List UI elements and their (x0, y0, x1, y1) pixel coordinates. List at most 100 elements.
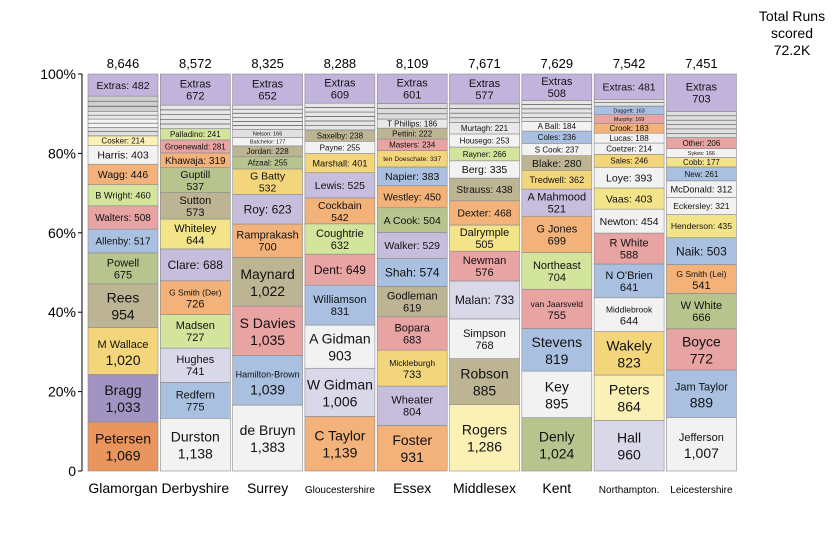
segment-label: Strauss: 438 (456, 185, 513, 196)
bar-segment (593, 297, 665, 332)
segment-value-label: 683 (403, 334, 421, 346)
segment-name-label: Boyce (682, 333, 721, 349)
bar-segment (160, 104, 231, 130)
segment-label: Malan: 733 (455, 293, 515, 307)
bar-segment (593, 420, 665, 472)
segment-name-label: Extras (469, 78, 501, 90)
bar-segment (376, 385, 448, 426)
segment-label: Sykes: 166 (688, 151, 715, 157)
bar-segment (232, 223, 303, 258)
column-total-label: 8,646 (107, 56, 140, 71)
segment-value-label: 768 (475, 340, 493, 352)
segment-value-label: 1,138 (178, 446, 213, 462)
segment-name-label: Whiteley (174, 223, 217, 235)
bar-segment (376, 232, 448, 259)
bar-segment (521, 328, 593, 372)
segment-name-label: Jam Taylor (675, 382, 728, 394)
bar-segment (160, 192, 231, 220)
segment-label: Cosker: 214 (101, 137, 145, 146)
segment-label: Murphy: 169 (614, 117, 645, 123)
bar-segment (87, 421, 159, 472)
segment-label: Westley: 450 (383, 192, 441, 203)
bar-segment (304, 223, 376, 255)
segment-value-label: 755 (548, 310, 566, 322)
segment-value-label: 889 (690, 395, 714, 411)
bar-segment (521, 215, 593, 253)
bar-segment (304, 73, 376, 104)
y-tick-label: 20% (48, 384, 76, 400)
bar-segment (304, 253, 376, 286)
segment-value-label: 1,006 (322, 393, 357, 409)
category-label: Glamorgan (88, 480, 157, 496)
segment-value-label: 703 (692, 94, 710, 106)
segment-label: B Wright: 460 (95, 191, 151, 201)
bar-segment (449, 358, 520, 405)
segment-value-label: 573 (186, 207, 204, 219)
segment-name-label: Denly (539, 428, 575, 444)
segment-name-label: Ramprakash (236, 230, 298, 242)
segment-name-label: Extras (397, 78, 429, 90)
segment-label: Newton: 454 (600, 216, 659, 228)
bar-segment (666, 264, 737, 294)
segment-value-label: 1,033 (105, 399, 140, 415)
segment-label: Masters: 234 (389, 141, 436, 150)
segment-label: T Phillips: 186 (387, 119, 438, 128)
segment-label: Rayner: 266 (463, 150, 507, 159)
segment-label: Clare: 688 (168, 258, 224, 272)
bar-segment (232, 73, 303, 106)
segment-label: Coles: 236 (538, 133, 577, 142)
segment-value-label: 537 (187, 181, 205, 193)
segment-name-label: de Bruyn (240, 422, 296, 438)
segment-value-label: 831 (331, 306, 349, 318)
segment-label: McDonald: 312 (671, 184, 733, 194)
segment-label: Murtagh: 221 (461, 124, 509, 133)
segment-name-label: Northeast (533, 260, 581, 272)
segment-name-label: Mickleburgh (389, 358, 435, 368)
segment-value-label: 609 (331, 90, 349, 102)
bar-segment (666, 417, 737, 472)
segment-label: Napier: 383 (385, 171, 439, 183)
segment-value-label: 619 (403, 303, 421, 315)
bar-segment (376, 73, 448, 104)
bar-segment (304, 172, 376, 199)
column-total-label: 8,572 (179, 56, 212, 71)
y-tick-label: 80% (48, 145, 76, 161)
segment-label: Jordan: 228 (246, 147, 289, 156)
segment-value-label: 733 (403, 369, 421, 381)
segment-value-label: 954 (111, 307, 135, 323)
column-total-label: 8,288 (324, 56, 357, 71)
segment-name-label: van Jaarsveld (531, 299, 584, 309)
segment-label: Extras: 481 (603, 81, 656, 93)
category-label: Kent (542, 480, 571, 496)
segment-name-label: Simpson (463, 328, 506, 340)
column-total-label: 8,325 (251, 56, 284, 71)
segment-name-label: Stevens (532, 334, 583, 350)
bar-segment (376, 316, 448, 351)
segment-name-label: Maynard (240, 266, 294, 282)
category-label: Northampton. (599, 485, 660, 496)
segment-value-label: 532 (259, 183, 277, 195)
segment-name-label: W Gidman (307, 376, 373, 392)
chart-title-total: 72.2K (773, 42, 811, 58)
segment-value-label: 741 (186, 366, 204, 378)
segment-name-label: Extras (541, 76, 573, 88)
segment-label: ten Doeschate: 337 (383, 156, 441, 163)
bar-segment (304, 324, 376, 369)
segment-value-label: 704 (548, 272, 566, 284)
segment-label: Walker: 529 (384, 240, 440, 252)
segment-value-label: 541 (692, 280, 710, 292)
bar-segment (376, 103, 448, 120)
segment-name-label: Rees (107, 290, 140, 306)
bar-segment (87, 252, 159, 285)
segment-label: A Cook: 504 (384, 215, 441, 227)
bar-segment (232, 305, 303, 356)
segment-name-label: N O'Brien (605, 270, 652, 282)
segment-name-label: Madsen (176, 320, 215, 332)
segment-name-label: Bopara (394, 322, 430, 334)
segment-label: Eckersley: 321 (673, 201, 730, 211)
segment-name-label: Extras (252, 79, 284, 91)
segment-value-label: 652 (258, 91, 276, 103)
segment-value-label: 1,069 (105, 447, 140, 463)
segment-value-label: 644 (620, 316, 638, 328)
